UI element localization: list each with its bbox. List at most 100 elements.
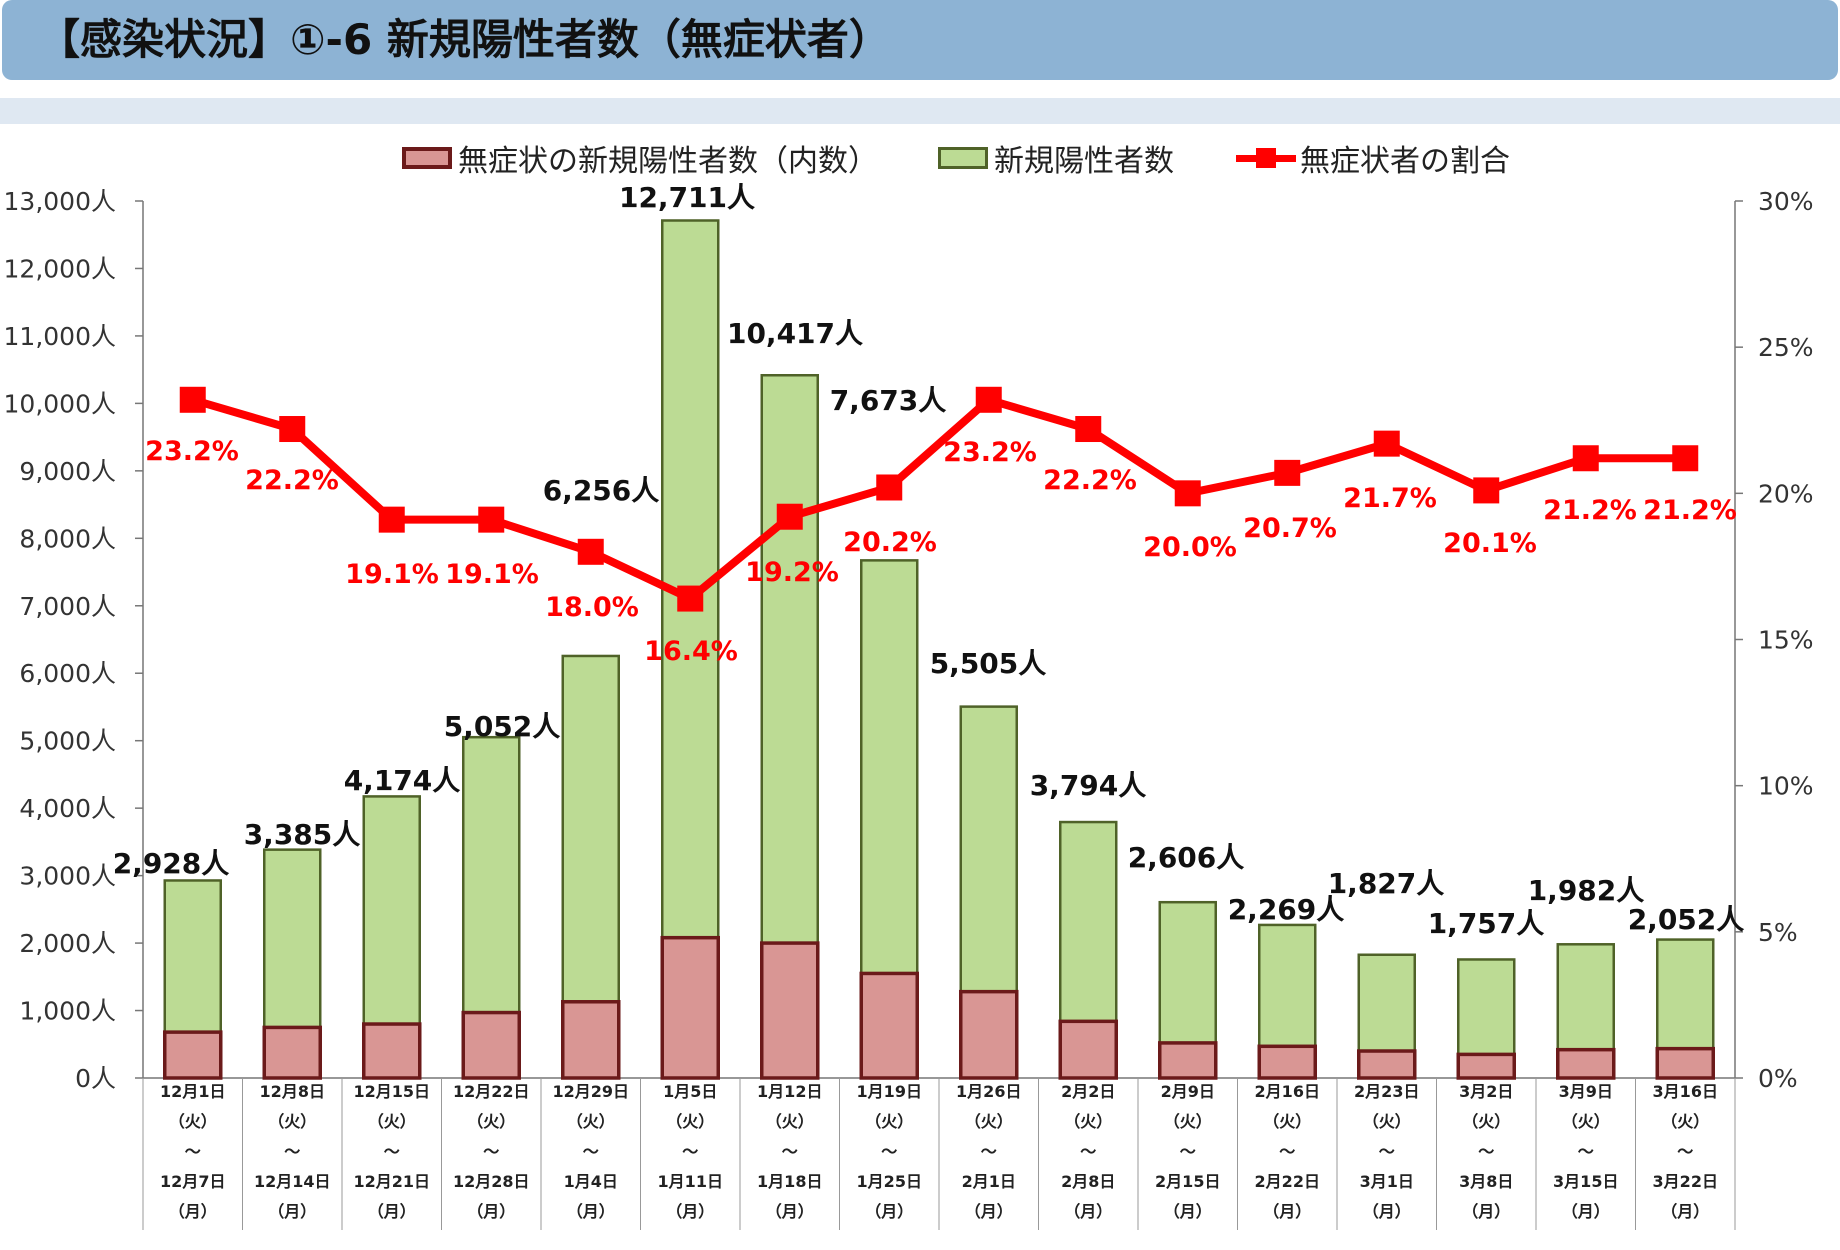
ratio-marker xyxy=(1473,477,1500,504)
x-tick-label: （月） xyxy=(1661,1202,1709,1221)
x-tick-label: （月） xyxy=(169,1202,217,1221)
x-tick-label: ～ xyxy=(682,1142,698,1161)
x-tick-label: 1月26日 xyxy=(956,1082,1021,1101)
x-tick-label: 12月1日 xyxy=(160,1082,225,1101)
data-label-total: 1,982人 xyxy=(1528,874,1645,907)
x-tick-label: ～ xyxy=(1279,1142,1295,1161)
data-label-ratio: 20.2% xyxy=(843,527,937,558)
x-tick-label: 12月21日 xyxy=(353,1172,430,1191)
x-tick-label: 12月22日 xyxy=(453,1082,530,1101)
x-tick-label: （月） xyxy=(1164,1202,1212,1221)
bar-asymptomatic xyxy=(1257,1044,1317,1080)
x-tick-label: （月） xyxy=(1363,1202,1411,1221)
x-tick-label: 3月22日 xyxy=(1653,1172,1718,1191)
x-tick-label: （月） xyxy=(965,1202,1013,1221)
x-tick-label: 2月16日 xyxy=(1255,1082,1320,1101)
x-tick-label: ～ xyxy=(1180,1142,1196,1161)
x-tick-label: ～ xyxy=(1578,1142,1594,1161)
bar-asymptomatic xyxy=(362,1022,422,1080)
y-left-tick-label: 9,000人 xyxy=(19,457,116,486)
ratio-marker xyxy=(776,503,803,530)
bar-asymptomatic xyxy=(660,935,720,1080)
x-tick-label: （火） xyxy=(1164,1112,1212,1131)
x-tick-label: 3月9日 xyxy=(1559,1082,1613,1101)
data-label-ratio: 18.0% xyxy=(545,592,639,623)
y-left-tick-label: 8,000人 xyxy=(19,524,116,553)
x-tick-label: 1月12日 xyxy=(757,1082,822,1101)
x-tick-label: （火） xyxy=(1064,1112,1112,1131)
y-left-tick-label: 12,000人 xyxy=(4,254,116,283)
bar-asymptomatic xyxy=(461,1010,521,1080)
ratio-marker xyxy=(677,585,704,612)
ratio-marker xyxy=(478,506,505,533)
bar-asymptomatic xyxy=(1456,1052,1516,1080)
x-tick-label: 12月7日 xyxy=(160,1172,225,1191)
bar-asymptomatic xyxy=(1655,1046,1715,1080)
x-tick-label: （月） xyxy=(766,1202,814,1221)
bar-asymptomatic xyxy=(561,1000,621,1080)
y-right-tick-label: 20% xyxy=(1758,479,1814,508)
x-tick-label: （火） xyxy=(1661,1112,1709,1131)
x-tick-label: （月） xyxy=(567,1202,615,1221)
data-label-total: 12,711人 xyxy=(619,181,755,214)
data-label-ratio: 23.2% xyxy=(145,436,239,467)
legend-label-asymptomatic: 無症状の新規陽性者数（内数） xyxy=(458,144,878,179)
x-tick-label: （火） xyxy=(268,1112,316,1131)
ratio-marker xyxy=(279,416,306,443)
legend-swatch-ratio xyxy=(1236,147,1296,169)
x-tick-label: （火） xyxy=(1462,1112,1510,1131)
x-tick-label: 3月16日 xyxy=(1653,1082,1718,1101)
bar-asymptomatic xyxy=(1357,1049,1417,1080)
y-right-tick-label: 30% xyxy=(1758,187,1814,216)
x-tick-label: ～ xyxy=(881,1142,897,1161)
data-label-ratio: 16.4% xyxy=(644,636,738,667)
bar-asymptomatic xyxy=(1058,1019,1118,1080)
data-label-total: 4,174人 xyxy=(344,764,461,797)
bar-asymptomatic xyxy=(262,1025,322,1080)
x-tick-label: ～ xyxy=(185,1142,201,1161)
x-tick-label: （火） xyxy=(1263,1112,1311,1131)
legend-label-total: 新規陽性者数 xyxy=(994,144,1174,179)
x-tick-label: （月） xyxy=(1562,1202,1610,1221)
y-right-tick-label: 0% xyxy=(1758,1064,1798,1093)
x-tick-label: ～ xyxy=(1677,1142,1693,1161)
data-label-total: 1,757人 xyxy=(1428,907,1545,940)
data-label-ratio: 19.1% xyxy=(345,559,439,590)
x-tick-label: ～ xyxy=(384,1142,400,1161)
x-tick-label: 2月23日 xyxy=(1354,1082,1419,1101)
x-tick-label: 1月25日 xyxy=(857,1172,922,1191)
ratio-marker xyxy=(1672,445,1699,472)
bar-asymptomatic xyxy=(1158,1041,1218,1080)
legend-item-total: 新規陽性者数 xyxy=(938,138,1174,179)
x-tick-label: （火） xyxy=(169,1112,217,1131)
data-label-ratio: 21.2% xyxy=(1643,495,1737,526)
x-tick-label: （火） xyxy=(1363,1112,1411,1131)
bar-asymptomatic xyxy=(1556,1047,1616,1080)
y-left-tick-label: 0人 xyxy=(75,1064,116,1093)
data-label-total: 3,385人 xyxy=(244,818,361,851)
data-label-total: 7,673人 xyxy=(830,384,947,417)
ratio-marker xyxy=(876,474,903,501)
data-label-total: 3,794人 xyxy=(1030,769,1147,802)
bar-asymptomatic xyxy=(959,989,1019,1080)
x-tick-label: 1月5日 xyxy=(663,1082,717,1101)
legend-swatch-asymptomatic xyxy=(402,147,452,169)
ratio-marker xyxy=(1274,459,1301,486)
ratio-marker xyxy=(1075,416,1102,443)
data-label-ratio: 20.1% xyxy=(1443,528,1537,559)
x-tick-label: （月） xyxy=(1462,1202,1510,1221)
data-label-ratio: 20.0% xyxy=(1143,532,1237,563)
chart-legend: 無症状の新規陽性者数（内数） 新規陽性者数 無症状者の割合 xyxy=(0,138,1840,179)
x-tick-label: ～ xyxy=(1379,1142,1395,1161)
y-left-tick-label: 10,000人 xyxy=(4,389,116,418)
data-label-total: 6,256人 xyxy=(543,474,660,507)
x-tick-label: 1月4日 xyxy=(564,1172,618,1191)
ratio-marker xyxy=(1174,480,1201,507)
x-tick-label: （火） xyxy=(965,1112,1013,1131)
x-tick-label: （月） xyxy=(666,1202,714,1221)
x-tick-label: （月） xyxy=(368,1202,416,1221)
x-tick-label: ～ xyxy=(782,1142,798,1161)
data-label-ratio: 23.2% xyxy=(943,437,1037,468)
data-label-total: 2,606人 xyxy=(1128,841,1245,874)
